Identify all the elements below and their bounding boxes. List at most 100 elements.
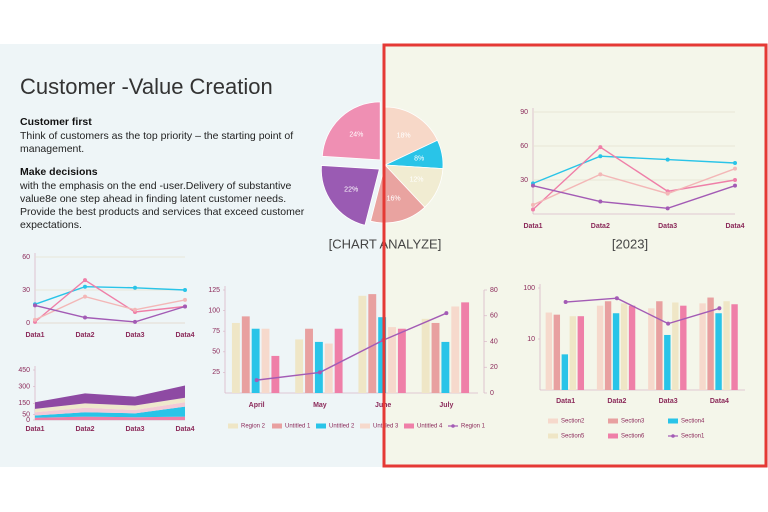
- data-point: [733, 161, 737, 165]
- legend-swatch: [548, 433, 558, 439]
- y-tick-label: 25: [212, 369, 220, 376]
- data-point: [614, 296, 619, 301]
- bar: [553, 314, 561, 390]
- data-point: [665, 206, 670, 211]
- data-point: [733, 178, 737, 182]
- charts: 18%8%12%16%22%24%[CHART ANALYZE]306090[2…: [18, 101, 745, 440]
- data-point: [83, 315, 87, 320]
- section-heading: Make decisions: [20, 166, 98, 178]
- pie-slice: [320, 165, 380, 226]
- data-point: [531, 183, 535, 188]
- data-point: [531, 202, 535, 207]
- series-line: [34, 295, 186, 321]
- legend-label: Untitled 3: [373, 424, 399, 430]
- legend-label: Section3: [621, 419, 645, 425]
- x-tick-label: Data2: [591, 223, 610, 230]
- data-point: [183, 288, 187, 292]
- data-point: [598, 145, 603, 150]
- y-tick-label: 150: [18, 400, 30, 407]
- x-tick-label: July: [439, 402, 453, 409]
- data-point: [665, 157, 670, 162]
- y2-tick-label: 60: [490, 313, 498, 320]
- x-tick-label: Data2: [75, 426, 94, 433]
- data-point: [598, 154, 603, 159]
- data-point: [183, 304, 187, 309]
- data-point: [717, 306, 722, 311]
- series-line: [565, 297, 720, 325]
- x-tick-label: Data3: [659, 398, 678, 405]
- data-point: [83, 278, 87, 283]
- data-point: [733, 183, 737, 188]
- bar: [451, 306, 460, 393]
- x-tick-label: Data1: [556, 398, 575, 405]
- bar: [604, 301, 612, 390]
- data-point: [33, 303, 37, 308]
- bar: [421, 318, 430, 393]
- highlight-background: [384, 45, 766, 466]
- bar: [699, 303, 706, 390]
- x-tick-label: Data2: [607, 398, 626, 405]
- stacked-area: [35, 416, 185, 420]
- legend-label: Section4: [681, 419, 705, 425]
- x-tick-label: April: [249, 402, 265, 409]
- bar: [397, 328, 406, 393]
- y-tick-label: 30: [520, 177, 528, 184]
- data-point: [317, 370, 322, 375]
- x-tick-label: Data4: [725, 223, 744, 230]
- bar: [569, 316, 577, 390]
- slice-label: 8%: [414, 155, 424, 162]
- data-point: [83, 294, 87, 299]
- x-tick-label: Data3: [125, 332, 144, 339]
- bar: [251, 328, 260, 393]
- legend-label: Untitled 2: [329, 424, 355, 430]
- slice-label: 18%: [397, 132, 411, 139]
- bar: [368, 294, 377, 393]
- bar: [461, 302, 470, 393]
- bar: [612, 313, 620, 390]
- y-tick-label: 60: [22, 254, 30, 261]
- legend-swatch: [228, 423, 238, 429]
- slice-label: 12%: [409, 177, 423, 184]
- y-tick-label: 450: [18, 367, 30, 374]
- bar: [723, 301, 730, 390]
- data-point: [598, 172, 603, 177]
- bar: [441, 341, 450, 393]
- x-tick-label: Data1: [25, 426, 44, 433]
- legend-swatch: [316, 423, 326, 429]
- x-tick-label: Data3: [658, 223, 677, 230]
- series-line: [34, 285, 186, 305]
- series-line: [532, 168, 736, 206]
- y2-tick-label: 0: [490, 390, 494, 397]
- y2-tick-label: 80: [490, 287, 498, 294]
- y2-tick-label: 40: [490, 338, 498, 345]
- section-heading: Customer first: [20, 116, 92, 128]
- bar: [731, 304, 738, 390]
- legend-label: Section5: [561, 434, 585, 440]
- slice-label: 16%: [387, 196, 401, 203]
- y-tick-label: 0: [26, 417, 30, 424]
- y-tick-label: 100: [523, 285, 535, 292]
- bar: [358, 295, 367, 393]
- y-tick-label: 100: [208, 307, 220, 314]
- bar: [271, 355, 280, 393]
- data-point: [665, 191, 670, 196]
- y2-tick-label: 20: [490, 364, 498, 371]
- legend-swatch: [608, 418, 618, 424]
- y-tick-label: 60: [520, 143, 528, 150]
- legend-label: Section2: [561, 419, 585, 425]
- bar: [231, 322, 240, 393]
- legend-swatch: [671, 434, 675, 438]
- pie-slice: [321, 101, 381, 161]
- bar: [388, 327, 396, 393]
- bar: [707, 297, 714, 390]
- section-text: Provide the best products and services t…: [20, 206, 305, 218]
- stacked-area: [35, 397, 185, 413]
- legend-swatch: [608, 433, 618, 439]
- data-point: [598, 199, 603, 204]
- data-point: [83, 284, 87, 289]
- legend-swatch: [272, 423, 282, 429]
- data-point: [531, 207, 535, 212]
- data-point: [133, 285, 137, 290]
